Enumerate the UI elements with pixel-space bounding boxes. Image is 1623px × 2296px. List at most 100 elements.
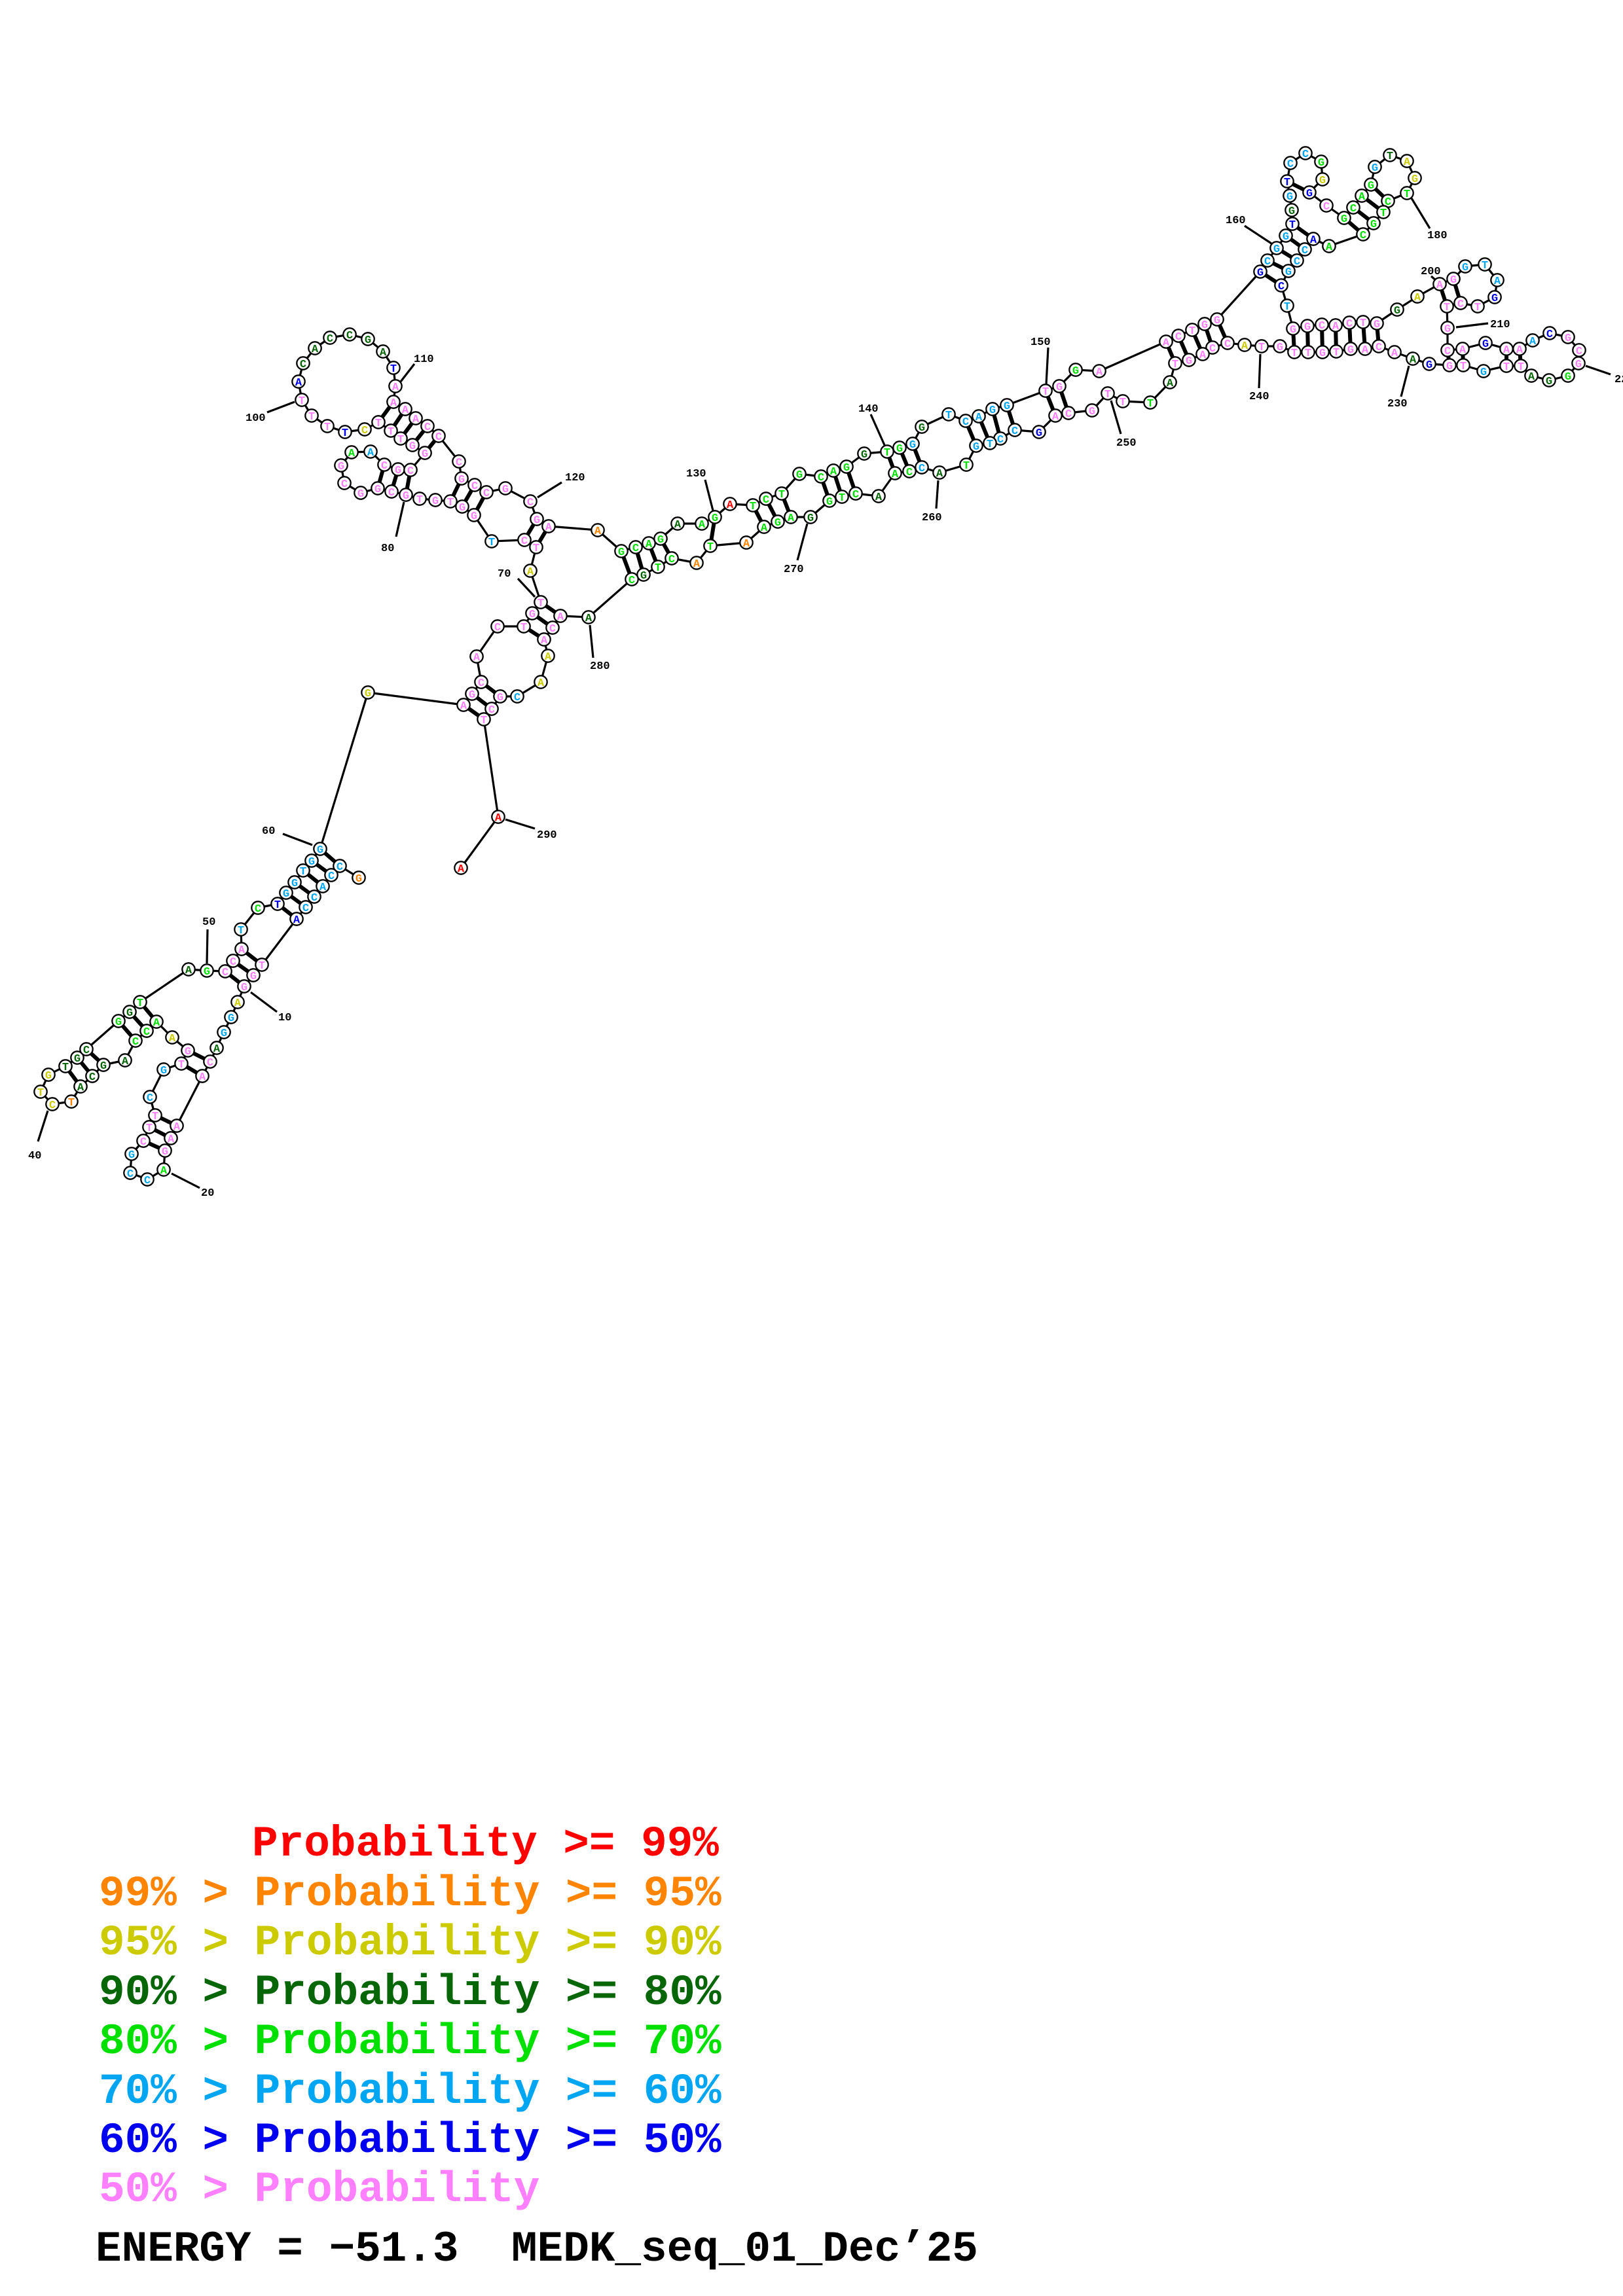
svg-text:C: C [1287, 158, 1294, 171]
svg-text:C: C [919, 463, 925, 475]
svg-text:A: A [875, 492, 883, 504]
svg-text:T: T [375, 418, 382, 430]
svg-text:C: C [629, 575, 635, 587]
svg-text:G: G [1491, 293, 1498, 305]
svg-text:60% > Probability >= 50%: 60% > Probability >= 50% [99, 2116, 721, 2165]
svg-text:A: A [1459, 344, 1467, 357]
svg-text:C: C [337, 861, 343, 874]
svg-text:A: A [693, 558, 701, 571]
svg-text:A: A [1528, 371, 1535, 384]
svg-text:160: 160 [1226, 215, 1246, 227]
svg-text:G: G [807, 512, 814, 525]
svg-text:C: C [327, 333, 333, 346]
svg-text:T: T [839, 492, 845, 505]
svg-text:G: G [1004, 401, 1010, 413]
svg-text:G: G [471, 511, 477, 523]
svg-text:T: T [1444, 302, 1450, 314]
svg-text:G: G [357, 488, 364, 501]
svg-text:G: G [1201, 319, 1208, 332]
svg-text:G: G [250, 971, 257, 983]
svg-text:C: C [1385, 196, 1391, 209]
svg-text:T: T [274, 899, 281, 912]
svg-text:G: G [1444, 323, 1451, 336]
svg-text:G: G [640, 570, 647, 583]
svg-text:280: 280 [590, 660, 610, 673]
svg-text:T: T [447, 497, 454, 509]
svg-text:C: C [207, 1057, 213, 1069]
svg-text:G: G [1288, 206, 1295, 218]
svg-text:G: G [1257, 267, 1264, 279]
svg-text:G: G [843, 462, 850, 475]
svg-text:G: G [1286, 191, 1293, 204]
svg-text:G: G [1036, 427, 1042, 440]
svg-text:A: A [1436, 279, 1444, 292]
svg-text:G: G [1394, 305, 1400, 317]
svg-text:G: G [1186, 355, 1192, 368]
svg-text:80: 80 [381, 543, 394, 555]
svg-text:A: A [1494, 276, 1501, 288]
svg-text:G: G [529, 609, 536, 621]
svg-text:C: C [328, 870, 335, 883]
svg-text:C: C [1294, 256, 1300, 268]
svg-text:G: G [1374, 319, 1380, 331]
svg-text:G: G [1341, 213, 1347, 226]
svg-text:G: G [1283, 231, 1289, 243]
svg-text:C: C [1546, 329, 1553, 341]
svg-text:G: G [657, 534, 664, 547]
svg-text:C: C [1444, 346, 1451, 358]
svg-text:A: A [213, 1043, 221, 1056]
svg-text:G: G [1482, 338, 1489, 351]
svg-text:G: G [74, 1053, 81, 1066]
svg-text:A: A [1167, 378, 1174, 390]
svg-text:210: 210 [1490, 319, 1510, 331]
svg-text:A: A [1414, 292, 1421, 304]
svg-text:C: C [302, 903, 309, 915]
svg-text:G: G [1306, 188, 1313, 200]
svg-text:T: T [68, 1097, 75, 1109]
svg-text:C: C [144, 1175, 151, 1187]
svg-text:T: T [1518, 361, 1524, 374]
svg-text:T: T [707, 541, 714, 554]
svg-text:C: C [1012, 425, 1018, 438]
svg-text:G: G [1565, 371, 1571, 384]
svg-text:C: C [1360, 230, 1366, 242]
svg-text:95% > Probability >= 90%: 95% > Probability >= 90% [99, 1918, 721, 1967]
svg-text:C: C [230, 956, 236, 969]
svg-text:T: T [655, 562, 661, 575]
svg-text:G: G [712, 512, 718, 525]
svg-text:G: G [459, 502, 465, 514]
svg-text:G: G [1285, 266, 1292, 279]
svg-text:A: A [348, 448, 356, 460]
svg-text:A: A [594, 526, 602, 538]
svg-text:G: G [100, 1060, 107, 1073]
svg-text:G: G [1056, 382, 1063, 394]
svg-text:G: G [458, 474, 465, 486]
svg-text:200: 200 [1421, 266, 1441, 278]
svg-text:G: G [221, 1028, 227, 1040]
svg-text:C: C [147, 1092, 153, 1105]
svg-text:G: G [432, 495, 439, 508]
svg-text:T: T [1474, 302, 1481, 314]
svg-text:T: T [1380, 207, 1387, 220]
svg-text:230: 230 [1387, 398, 1408, 410]
svg-text:G: G [403, 490, 409, 503]
svg-text:G: G [909, 439, 916, 452]
svg-text:C: C [407, 465, 414, 478]
svg-text:G: G [497, 692, 503, 704]
svg-text:G: G [395, 465, 401, 477]
svg-text:180: 180 [1427, 230, 1448, 242]
svg-text:T: T [300, 866, 306, 878]
svg-text:A: A [699, 519, 706, 531]
svg-text:A: A [380, 347, 387, 359]
svg-text:50: 50 [202, 916, 215, 929]
svg-text:C: C [1323, 201, 1330, 213]
svg-text:C: C [818, 472, 824, 484]
svg-text:99% > Probability >= 95%: 99% > Probability >= 95% [99, 1869, 721, 1918]
svg-text:A: A [830, 466, 837, 478]
svg-text:C: C [521, 535, 528, 548]
svg-text:T: T [259, 960, 265, 973]
svg-text:A: A [234, 997, 242, 1010]
svg-text:G: G [204, 966, 210, 978]
svg-text:T: T [1482, 260, 1488, 272]
svg-text:T: T [178, 1059, 185, 1071]
